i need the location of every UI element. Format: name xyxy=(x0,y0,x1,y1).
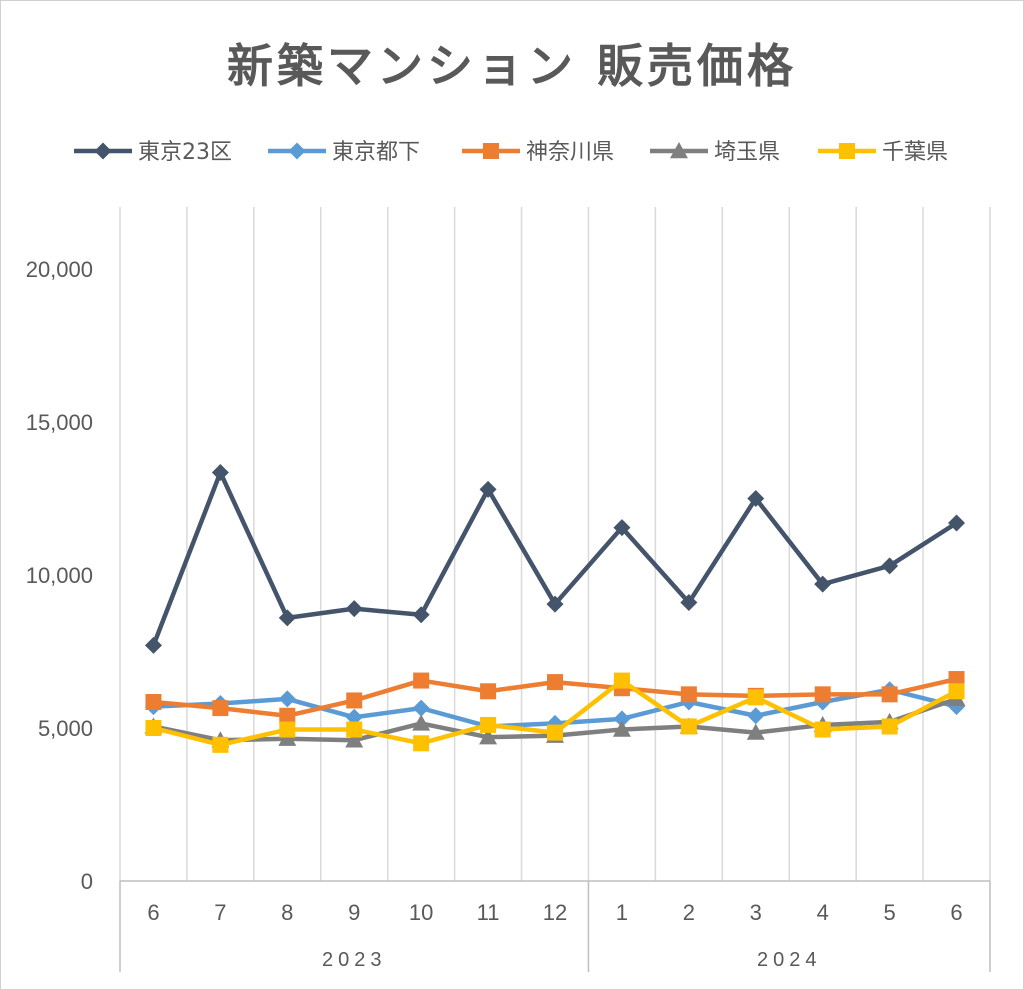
x-tick-label: 12 xyxy=(543,900,567,925)
marker-square xyxy=(948,683,965,700)
marker-triangle xyxy=(278,729,297,746)
marker-diamond xyxy=(747,490,765,507)
x-tick-label: 3 xyxy=(750,900,762,925)
marker-diamond xyxy=(613,710,631,728)
marker-square xyxy=(346,692,363,709)
x-tick-label: 4 xyxy=(817,900,829,925)
marker-diamond xyxy=(546,595,564,613)
marker-triangle xyxy=(670,142,688,159)
marker-square xyxy=(413,672,430,689)
marker-square xyxy=(948,671,965,688)
marker-square xyxy=(480,716,497,733)
marker-diamond xyxy=(613,519,631,537)
marker-square xyxy=(747,689,764,706)
marker-diamond xyxy=(479,480,497,498)
marker-square xyxy=(483,143,499,159)
marker-diamond xyxy=(288,142,306,160)
marker-square xyxy=(547,674,563,691)
marker-square xyxy=(212,700,229,717)
marker-diamond xyxy=(144,636,162,654)
marker-square xyxy=(881,686,898,703)
series-line xyxy=(151,470,958,647)
x-tick-label: 6 xyxy=(950,900,962,925)
marker-diamond xyxy=(278,609,296,627)
chart-title: 新築マンション 販売価格 xyxy=(226,39,797,93)
marker-square xyxy=(279,721,296,738)
marker-square xyxy=(680,718,697,735)
grid-lines xyxy=(119,207,991,881)
marker-square xyxy=(145,693,162,710)
y-tick-label: 10,000 xyxy=(26,563,93,588)
marker-square xyxy=(814,686,831,703)
marker-square xyxy=(547,724,563,741)
marker-diamond xyxy=(345,600,363,618)
marker-square xyxy=(480,683,497,700)
legend-label: 神奈川県 xyxy=(526,140,614,165)
marker-diamond xyxy=(94,142,112,160)
marker-square xyxy=(839,143,855,159)
marker-diamond xyxy=(211,463,229,481)
marker-diamond xyxy=(948,514,966,532)
marker-square xyxy=(881,718,898,735)
marker-square xyxy=(346,721,363,738)
x-tick-label: 8 xyxy=(281,900,293,925)
marker-triangle xyxy=(412,714,431,731)
legend-item: 千葉県 xyxy=(818,140,948,165)
marker-square xyxy=(212,736,229,753)
legend-label: 東京都下 xyxy=(332,140,420,165)
x-tick-label: 9 xyxy=(348,900,360,925)
marker-square xyxy=(145,720,162,736)
y-tick-label: 15,000 xyxy=(26,410,93,435)
legend-label: 東京23区 xyxy=(138,140,232,165)
legend-item: 東京都下 xyxy=(268,140,420,165)
legend-label: 千葉県 xyxy=(882,140,948,165)
marker-diamond xyxy=(680,594,698,612)
marker-square xyxy=(413,735,430,752)
y-tick-label: 0 xyxy=(81,869,93,894)
y-tick-label: 5,000 xyxy=(38,716,93,741)
x-tick-label: 7 xyxy=(214,900,226,925)
legend-label: 埼玉県 xyxy=(714,140,780,165)
legend: 東京23区 東京都下 神奈川県 埼玉県 千葉県 xyxy=(74,140,948,165)
marker-square xyxy=(613,672,630,689)
series-東京23区 xyxy=(144,463,966,654)
series-千葉県 xyxy=(145,672,965,753)
marker-square xyxy=(279,707,296,724)
year-label: 2024 xyxy=(757,949,822,971)
marker-triangle xyxy=(746,723,765,740)
legend-item: 神奈川県 xyxy=(462,140,614,165)
marker-diamond xyxy=(747,707,765,725)
marker-triangle xyxy=(612,720,631,737)
marker-triangle xyxy=(345,731,364,748)
x-tick-label: 1 xyxy=(616,900,628,925)
marker-square xyxy=(680,686,697,703)
x-tick-label: 2 xyxy=(683,900,695,925)
marker-triangle xyxy=(479,728,498,745)
year-label: 2023 xyxy=(322,949,387,971)
marker-diamond xyxy=(412,699,430,717)
marker-diamond xyxy=(278,690,296,708)
x-tick-label: 11 xyxy=(477,900,500,925)
x-tick-label: 10 xyxy=(409,900,433,925)
marker-diamond xyxy=(412,606,430,624)
marker-square xyxy=(814,721,831,738)
y-tick-label: 20,000 xyxy=(26,257,93,282)
legend-item: 埼玉県 xyxy=(650,140,780,165)
x-tick-label: 6 xyxy=(147,900,159,925)
series-group xyxy=(144,463,966,753)
legend-item: 東京23区 xyxy=(74,140,232,165)
x-tick-label: 5 xyxy=(883,900,895,925)
marker-diamond xyxy=(881,557,899,575)
marker-diamond xyxy=(814,575,832,593)
